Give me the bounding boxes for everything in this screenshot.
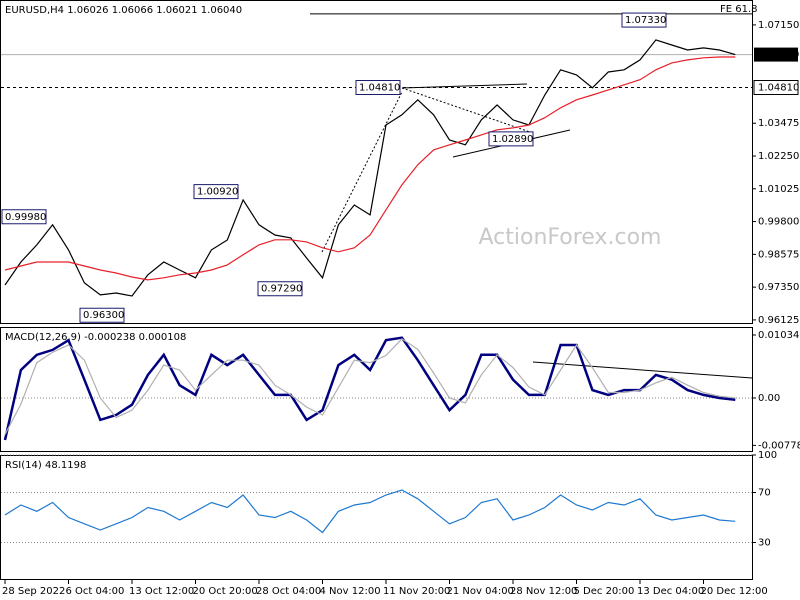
watermark: ActionForex.com bbox=[479, 225, 662, 250]
y-tick-label: 0.98575 bbox=[758, 249, 799, 260]
last-price-box bbox=[754, 47, 798, 62]
y-tick-label: 1.01025 bbox=[758, 184, 799, 195]
annotation-box bbox=[79, 307, 125, 323]
level-box bbox=[753, 80, 799, 96]
x-tick-label: 28 Nov 12:00 bbox=[510, 586, 577, 597]
x-tick-label: 28 Oct 04:00 bbox=[256, 586, 321, 597]
annotation-label: 1.00920 bbox=[197, 187, 238, 198]
fe-label: FE 61.8 bbox=[720, 4, 758, 15]
annotation-label: 1.04810 bbox=[359, 83, 400, 94]
y-tick-label: 1.02250 bbox=[758, 151, 799, 162]
macd-trend-line bbox=[532, 361, 753, 379]
annotation-box bbox=[621, 12, 667, 28]
annotation-label: 1.02890 bbox=[492, 134, 533, 145]
y-tick-label: 1.03475 bbox=[758, 118, 799, 129]
annotation-box bbox=[1, 209, 47, 225]
trend-line bbox=[321, 91, 403, 253]
y-tick-label: 70 bbox=[758, 488, 771, 499]
x-tick-label: 20 Dec 12:00 bbox=[701, 586, 768, 597]
annotation-label: 0.99980 bbox=[5, 212, 46, 223]
panel-title: MACD(12,26,9) -0.000238 0.000108 bbox=[5, 332, 186, 343]
y-tick-label: 1.07150 bbox=[758, 20, 799, 31]
y-tick-label: 30 bbox=[758, 538, 771, 549]
series-line bbox=[3, 336, 736, 441]
series-line bbox=[4, 338, 736, 435]
series-line bbox=[4, 39, 736, 297]
x-tick-label: 4 Nov 12:00 bbox=[320, 586, 381, 597]
series-line bbox=[4, 489, 736, 534]
y-tick-label: 0.97350 bbox=[758, 282, 799, 293]
series-line bbox=[4, 56, 736, 281]
panel-title: RSI(14) 48.1198 bbox=[5, 460, 86, 471]
y-tick-label: 0.96125 bbox=[758, 315, 799, 326]
x-tick-label: 11 Nov 20:00 bbox=[383, 586, 450, 597]
annotation-box bbox=[193, 184, 239, 200]
y-tick-label: 0.99800 bbox=[758, 217, 799, 228]
x-tick-label: 21 Nov 04:00 bbox=[447, 586, 514, 597]
annotation-box bbox=[355, 80, 401, 96]
x-tick-label: 28 Sep 2022 bbox=[2, 586, 65, 597]
annotation-box bbox=[488, 131, 534, 147]
annotation-box bbox=[257, 281, 303, 297]
trend-line bbox=[401, 87, 531, 133]
x-tick-label: 6 Oct 04:00 bbox=[66, 586, 125, 597]
y-tick-label: 0.010346 bbox=[758, 330, 800, 341]
annotation-label: 1.07330 bbox=[625, 15, 666, 26]
panel-title: EURUSD,H4 1.06026 1.06066 1.06021 1.0604… bbox=[5, 5, 242, 16]
price-panel bbox=[0, 0, 753, 324]
x-tick-label: 13 Dec 04:00 bbox=[637, 586, 704, 597]
annotation-label: 0.97290 bbox=[261, 284, 302, 295]
x-tick-label: 13 Oct 12:00 bbox=[129, 586, 194, 597]
y-tick-label: 0.00 bbox=[758, 393, 780, 404]
x-tick-label: 5 Dec 20:00 bbox=[574, 586, 635, 597]
macd-panel bbox=[0, 327, 753, 452]
annotation-label: 0.96300 bbox=[83, 310, 124, 321]
y-tick-label: -0.007781 bbox=[758, 440, 800, 451]
x-tick-label: 20 Oct 20:00 bbox=[193, 586, 258, 597]
last-price-label: 1.06040 bbox=[758, 50, 799, 61]
level-label: 1.04810 bbox=[758, 83, 799, 94]
y-tick-label: 100 bbox=[758, 450, 777, 461]
